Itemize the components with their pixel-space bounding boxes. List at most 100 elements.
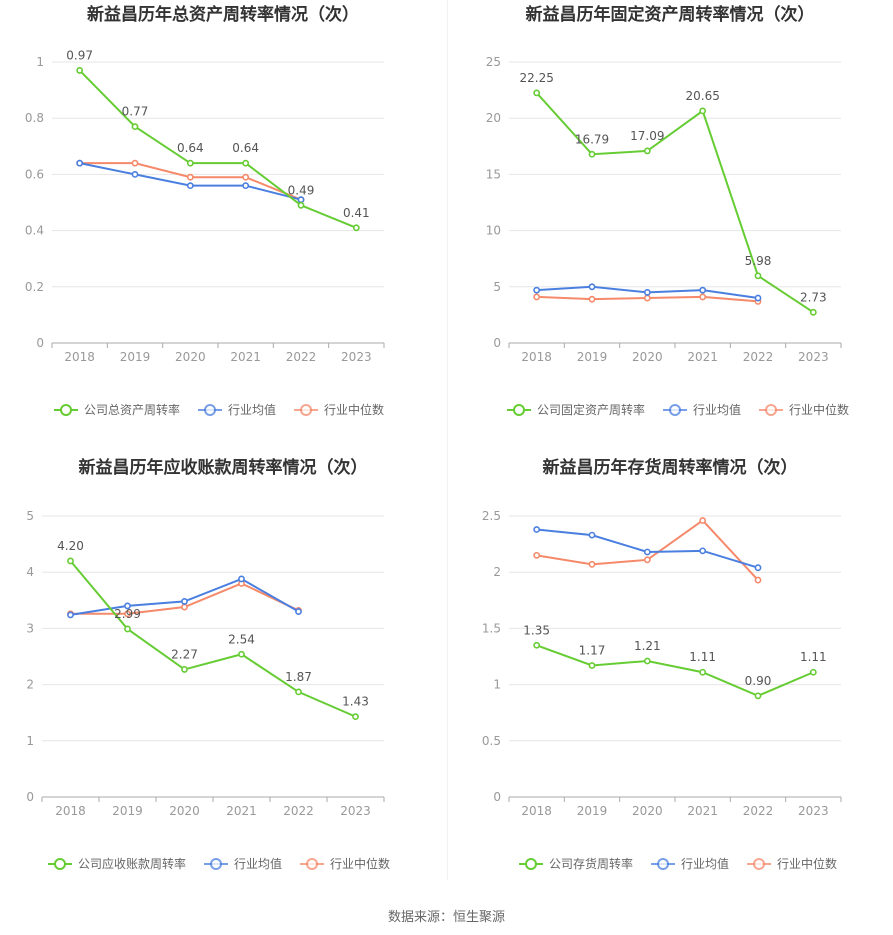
data-label: 1.87 xyxy=(285,670,312,684)
data-point-company xyxy=(643,147,651,155)
legend-item-median[interactable]: 行业中位数 xyxy=(747,856,837,871)
data-point-company xyxy=(238,650,245,658)
x-tick-label: 2020 xyxy=(175,350,206,364)
y-tick-label: 5 xyxy=(493,280,501,294)
legend-label: 行业均值 xyxy=(228,402,276,417)
legend-item-median[interactable]: 行业中位数 xyxy=(300,856,390,871)
data-point-median xyxy=(588,560,596,568)
data-label: 2.27 xyxy=(171,647,198,661)
series-line-avg xyxy=(79,162,302,201)
legend-marker xyxy=(669,404,682,416)
data-point-avg xyxy=(754,564,762,572)
data-point-avg xyxy=(533,526,541,533)
data-point-avg xyxy=(67,611,74,619)
legend-item-median[interactable]: 行业中位数 xyxy=(759,402,849,417)
data-point-company xyxy=(186,159,194,167)
data-label: 1.11 xyxy=(800,650,827,664)
x-tick-label: 2020 xyxy=(632,804,663,818)
legend-label: 公司存货周转率 xyxy=(549,856,633,871)
y-tick-label: 10 xyxy=(486,224,501,238)
legend-marker xyxy=(204,404,217,416)
data-point-company xyxy=(295,688,302,696)
data-point-company xyxy=(699,668,707,676)
x-tick-label: 2020 xyxy=(632,350,663,364)
data-point-avg xyxy=(124,602,131,610)
legend-item-company[interactable]: 公司存货周转率 xyxy=(519,856,633,871)
data-label: 2.54 xyxy=(228,632,255,646)
x-tick-label: 2019 xyxy=(577,350,608,364)
data-point-company xyxy=(242,159,250,167)
y-tick-label: 1.5 xyxy=(482,621,501,635)
x-tick-label: 2023 xyxy=(341,350,372,364)
legend-item-company[interactable]: 公司固定资产周转率 xyxy=(507,402,645,417)
data-point-avg xyxy=(295,608,302,615)
y-tick-label: 25 xyxy=(486,55,501,69)
legend-label: 行业中位数 xyxy=(789,402,849,417)
legend-marker xyxy=(525,858,537,870)
legend-item-company[interactable]: 公司应收账款周转率 xyxy=(48,856,186,871)
data-point-company xyxy=(533,89,541,97)
data-point-company xyxy=(754,692,762,700)
legend-label: 公司总资产周转率 xyxy=(84,402,180,417)
y-tick-label: 0 xyxy=(493,336,501,350)
legend-label: 行业均值 xyxy=(234,856,282,871)
data-point-company xyxy=(297,201,305,209)
data-point-company xyxy=(754,272,762,280)
legend-item-avg[interactable]: 行业均值 xyxy=(198,402,276,417)
data-label: 0.49 xyxy=(288,183,315,197)
y-tick-label: 20 xyxy=(486,111,501,125)
y-tick-label: 0 xyxy=(493,790,501,804)
data-point-median xyxy=(124,610,131,618)
series-line-company xyxy=(536,644,814,697)
data-point-company xyxy=(352,224,360,232)
legend-label: 行业中位数 xyxy=(777,856,837,871)
data-point-median xyxy=(186,173,194,181)
data-label: 0.64 xyxy=(177,141,204,155)
data-point-company xyxy=(131,123,139,131)
data-point-median xyxy=(643,294,651,302)
legend-marker xyxy=(60,404,72,416)
data-point-median xyxy=(131,159,139,167)
inventory-turnover-chart: 新益昌历年存货周转率情况（次） 0 0.5 1 1.5 2 2.5 2018 2019 2020 2… xyxy=(447,453,893,903)
legend-marker xyxy=(300,404,313,416)
data-point-avg xyxy=(643,548,651,556)
data-label: 1.35 xyxy=(523,623,550,637)
data-point-company xyxy=(533,641,541,649)
y-tick-label: 1 xyxy=(26,734,34,748)
y-tick-label: 0.6 xyxy=(25,167,44,181)
legend-item-avg[interactable]: 行业均值 xyxy=(204,856,282,871)
data-point-company xyxy=(181,666,188,673)
legend-marker xyxy=(765,404,778,416)
x-tick-label: 2020 xyxy=(169,804,200,818)
data-label: 0.90 xyxy=(745,674,772,688)
data-point-avg xyxy=(643,289,651,296)
series-line-median xyxy=(79,162,302,201)
legend-item-avg[interactable]: 行业均值 xyxy=(651,856,729,871)
data-point-company xyxy=(809,308,817,316)
y-tick-label: 0.4 xyxy=(25,224,44,238)
x-tick-label: 2022 xyxy=(743,350,774,364)
receivables-turnover-chart: 新益昌历年应收账款周转率情况（次） 0 1 2 3 4 5 2018 2019 2020 2021 2… xyxy=(0,453,446,903)
data-label: 1.21 xyxy=(634,639,661,653)
x-tick-label: 2022 xyxy=(286,350,317,364)
data-point-avg xyxy=(699,547,707,555)
legend-item-company[interactable]: 公司总资产周转率 xyxy=(54,402,180,417)
data-point-company xyxy=(588,662,596,669)
data-point-company xyxy=(588,150,596,158)
x-tick-label: 2023 xyxy=(340,804,371,818)
data-point-company xyxy=(643,657,651,665)
data-point-company xyxy=(67,557,74,565)
data-point-avg xyxy=(297,196,305,204)
data-point-avg xyxy=(181,598,188,605)
data-label: 0.77 xyxy=(122,105,149,119)
data-point-median xyxy=(754,576,762,584)
legend-label: 公司固定资产周转率 xyxy=(537,402,645,417)
data-point-median xyxy=(533,551,541,559)
data-label: 17.09 xyxy=(630,129,664,143)
legend-item-avg[interactable]: 行业均值 xyxy=(663,402,741,417)
data-point-avg xyxy=(186,182,194,190)
legend-item-median[interactable]: 行业中位数 xyxy=(294,402,384,417)
data-point-avg xyxy=(131,170,139,178)
data-point-company xyxy=(699,107,707,115)
data-label: 0.97 xyxy=(66,48,93,62)
